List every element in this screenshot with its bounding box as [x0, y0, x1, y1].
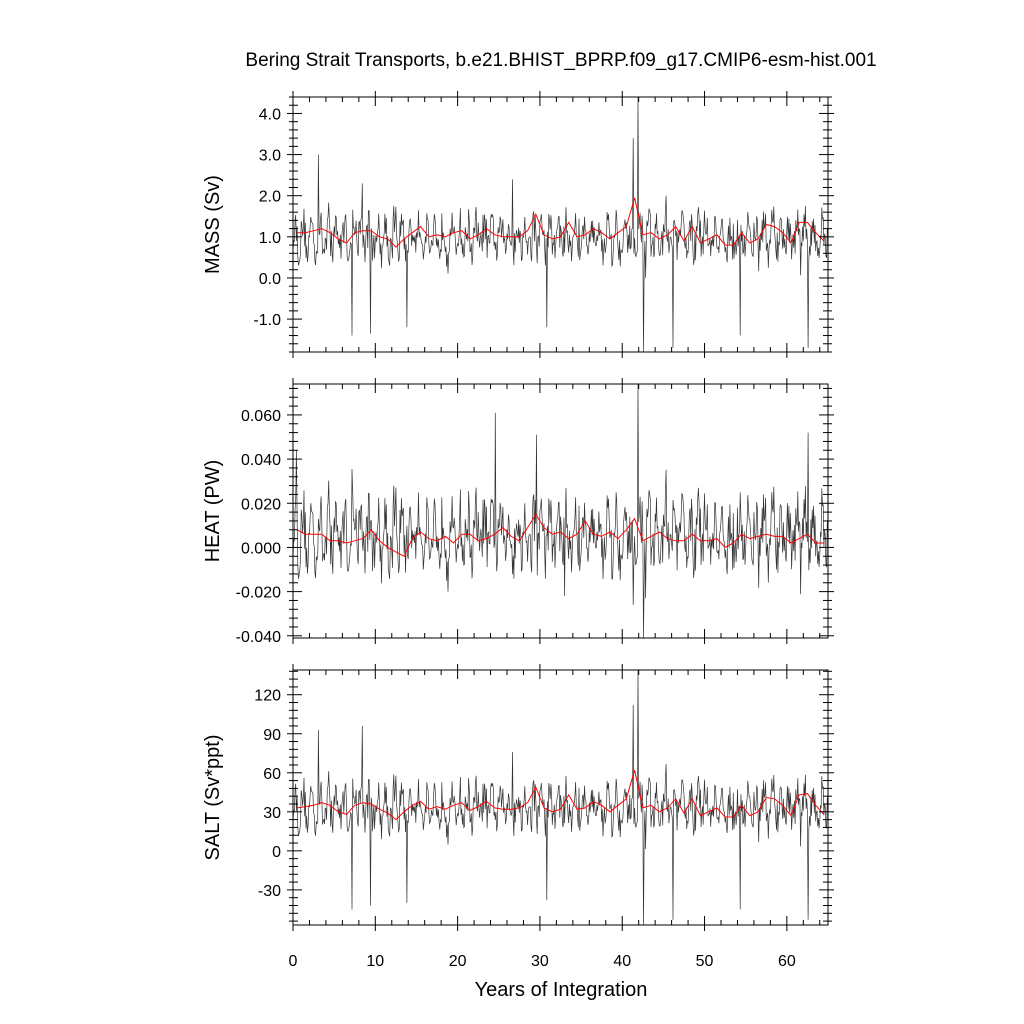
x-tick-label: 40: [613, 953, 631, 970]
x-tick-label: 20: [449, 953, 467, 970]
y-tick-label: 120: [254, 688, 281, 705]
y-tick-label: 0.060: [241, 408, 281, 425]
y-tick-label: 30: [263, 805, 281, 822]
x-tick-label: 50: [696, 953, 714, 970]
y-tick-label: 90: [263, 727, 281, 744]
y-tick-label: -0.020: [236, 585, 281, 602]
mass-y-axis-label: MASS (Sv): [202, 175, 224, 274]
salt-y-axis-label: SALT (Sv*ppt): [202, 735, 224, 861]
heat-monthly-series-line: [292, 383, 828, 639]
y-tick-label: 4.0: [259, 106, 281, 123]
salt-plot-frame: [292, 669, 829, 926]
y-tick-label: 60: [263, 766, 281, 783]
y-tick-label: -30: [258, 883, 281, 900]
x-tick-label: 0: [289, 953, 298, 970]
y-tick-label: 0: [272, 844, 281, 861]
x-tick-label: 30: [531, 953, 549, 970]
panel-mass: -1.0 0.0 1.0 2.0 3.0 4.0 MASS (Sv): [202, 91, 834, 358]
mass-monthly-series-line: [292, 96, 828, 353]
y-tick-label: 0.000: [241, 540, 281, 557]
chart-title: Bering Strait Transports, b.e21.BHIST_BP…: [245, 50, 876, 71]
y-tick-label: -0.040: [236, 629, 281, 646]
mass-plot-frame: [292, 96, 829, 353]
y-tick-label: 1.0: [259, 230, 281, 247]
y-tick-label: 0.040: [241, 452, 281, 469]
x-tick-label: 60: [778, 953, 796, 970]
y-tick-label: -1.0: [253, 312, 281, 329]
salt-monthly-series-line: [292, 669, 828, 926]
panel-salt: -30 0 30 60 90 120 SALT (Sv*ppt): [202, 664, 834, 931]
y-tick-label: 2.0: [259, 189, 281, 206]
heat-annual-series-line: [296, 513, 824, 557]
y-tick-label: 3.0: [259, 148, 281, 165]
x-axis-label: Years of Integration: [475, 979, 648, 1001]
y-tick-label: 0.020: [241, 496, 281, 513]
mass-annual-series-line: [297, 197, 825, 248]
y-tick-label: 0.0: [259, 271, 281, 288]
heat-plot-frame: [292, 383, 829, 639]
panel-heat: -0.040 -0.020 0.000 0.020 0.040 0.060 HEAT (PW…: [202, 378, 834, 646]
heat-y-axis-label: HEAT (PW): [202, 460, 224, 563]
salt-annual-series-line: [297, 770, 825, 821]
x-tick-label: 10: [366, 953, 384, 970]
